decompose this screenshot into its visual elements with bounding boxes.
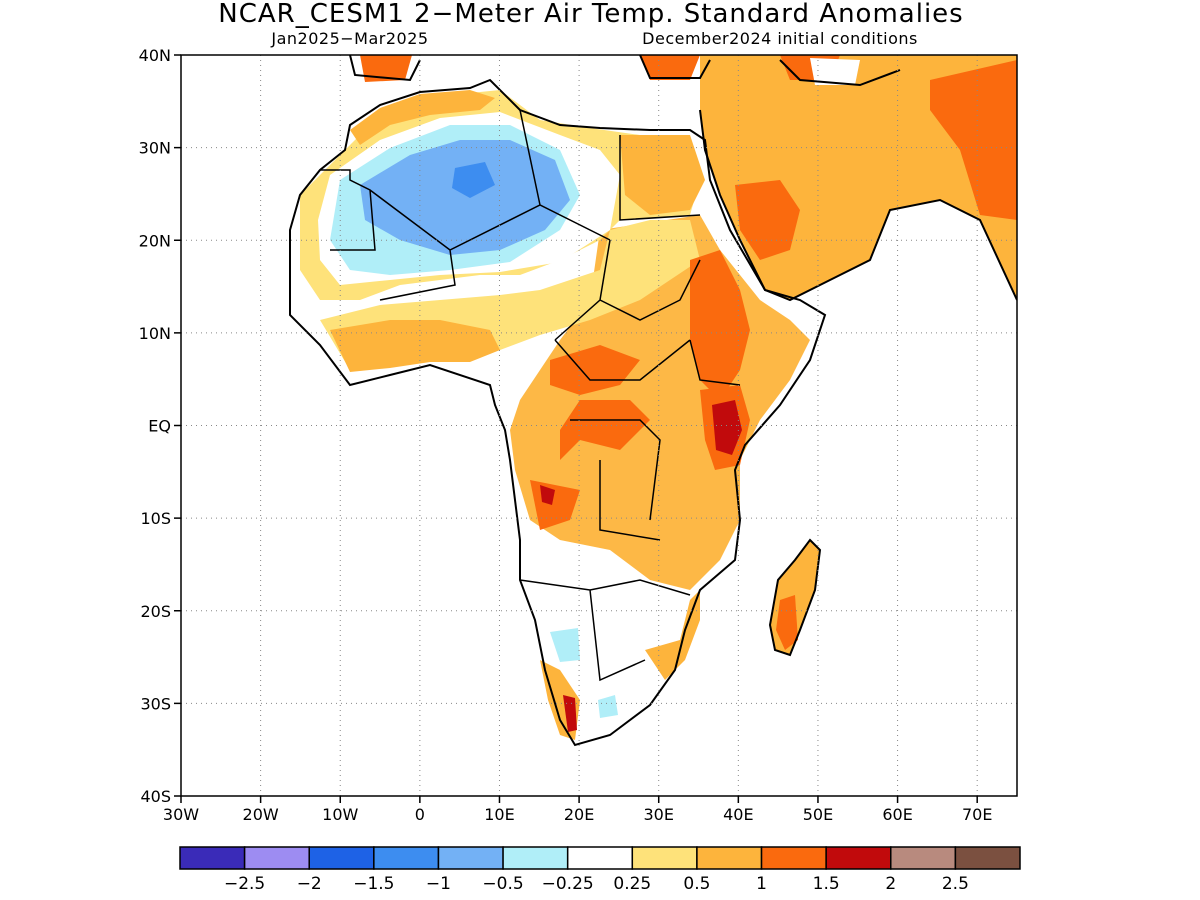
- longitude-axis: 30W 20W 10W 0 10E 20E 30E 40E 50E 60E 70E: [163, 796, 992, 824]
- latitude-axis: 40N 30N 20N 10N EQ 10S 20S 30S 40S: [139, 46, 181, 806]
- colorbar-label: 2.5: [942, 874, 969, 894]
- lon-tick-label: 60E: [882, 805, 912, 824]
- lat-tick-label: 30S: [140, 694, 171, 713]
- anomaly-region-blue-sahara: [360, 140, 570, 255]
- anomaly-region-darkorange-iberia: [360, 55, 412, 82]
- lon-tick-label: 30W: [163, 805, 199, 824]
- anomaly-region-darkorange-east: [690, 250, 750, 400]
- lat-tick-label: 40S: [140, 787, 171, 806]
- colorbar-label: 0.25: [613, 874, 651, 894]
- colorbar-swatch: [502, 846, 569, 870]
- europe-coastline: [349, 55, 901, 87]
- lat-tick-label: 20S: [140, 602, 171, 621]
- colorbar-label: 2: [885, 874, 896, 894]
- colorbar-label: 0.5: [683, 874, 710, 894]
- colorbar-label: −2.5: [224, 874, 265, 894]
- anomaly-region-lightblue-southwest: [550, 628, 580, 662]
- anomaly-region-orange-southeast: [645, 590, 700, 680]
- anomaly-region-orange-westafrica: [330, 320, 500, 372]
- anomaly-region-darkorange-congo: [560, 400, 650, 460]
- colorbar: −2.5 −2 −1.5 −1 −0.5 −0.25 0.25 0.5 1 1.5 2 2.5: [179, 846, 1021, 894]
- lon-tick-label: 40E: [723, 805, 753, 824]
- anomaly-region-darkorange-madagascar: [776, 595, 798, 650]
- map-panel: [181, 55, 1017, 796]
- lat-tick-label: EQ: [148, 417, 171, 436]
- lon-tick-label: 70E: [962, 805, 992, 824]
- border-lines: [320, 109, 741, 682]
- colorbar-label: −1: [426, 874, 451, 894]
- africa-coastline: [289, 78, 827, 747]
- lon-tick-label: 20W: [243, 805, 279, 824]
- colorbar-swatch: [825, 846, 892, 870]
- lat-tick-label: 40N: [139, 46, 171, 65]
- coastlines-and-borders: [289, 55, 1017, 747]
- colorbar-swatch: [954, 846, 1021, 870]
- colorbar-label: −2: [297, 874, 322, 894]
- anomaly-region-orange-egypt: [620, 135, 705, 215]
- initial-conditions-subtitle: December2024 initial conditions: [642, 29, 918, 48]
- colorbar-label: 1: [756, 874, 767, 894]
- lon-tick-label: 30E: [643, 805, 673, 824]
- colorbar-swatch: [890, 846, 957, 870]
- figure-title: NCAR_CESM1 2−Meter Air Temp. Standard An…: [218, 0, 963, 29]
- anomaly-region-darkred-kenya: [712, 400, 742, 455]
- anomaly-shading: [290, 55, 1017, 745]
- colorbar-swatch: [308, 846, 375, 870]
- colorbar-swatch: [437, 846, 504, 870]
- colorbar-swatch: [566, 846, 634, 870]
- arabia-coastline: [699, 109, 1017, 302]
- gridlines: [181, 55, 1017, 796]
- period-subtitle: Jan2025−Mar2025: [270, 29, 428, 48]
- colorbar-label: 1.5: [813, 874, 840, 894]
- anomaly-region-darkorange-iran: [930, 60, 1017, 220]
- colorbar-swatch: [373, 846, 440, 870]
- lat-tick-label: 10N: [139, 324, 171, 343]
- colorbar-swatch: [179, 846, 246, 870]
- colorbar-swatch: [631, 846, 698, 870]
- anomaly-region-white-anatolia: [810, 58, 860, 85]
- lon-tick-label: 10W: [322, 805, 358, 824]
- colorbar-swatch: [760, 846, 827, 870]
- anomaly-region-darkorange-levant: [640, 55, 700, 80]
- anomaly-region-midblue-sahara: [452, 162, 495, 198]
- lat-tick-label: 20N: [139, 231, 171, 250]
- anomaly-region-darkred-angola: [540, 485, 555, 505]
- colorbar-label: −1.5: [353, 874, 394, 894]
- colorbar-swatch: [696, 846, 763, 870]
- anomaly-region-darkred-southwest: [563, 695, 577, 732]
- lon-tick-label: 50E: [803, 805, 833, 824]
- colorbar-swatch: [243, 846, 310, 870]
- lon-tick-label: 20E: [564, 805, 594, 824]
- anomaly-region-lightblue-southcoast: [598, 695, 618, 718]
- lat-tick-label: 10S: [140, 509, 171, 528]
- lon-tick-label: 0: [415, 805, 425, 824]
- colorbar-label: −0.25: [542, 874, 594, 894]
- lat-tick-label: 30N: [139, 139, 171, 158]
- anomaly-region-orange-maghreb: [350, 90, 495, 145]
- colorbar-label: −0.5: [482, 874, 523, 894]
- anomaly-region-darkorange-central: [550, 345, 640, 395]
- lon-tick-label: 10E: [484, 805, 514, 824]
